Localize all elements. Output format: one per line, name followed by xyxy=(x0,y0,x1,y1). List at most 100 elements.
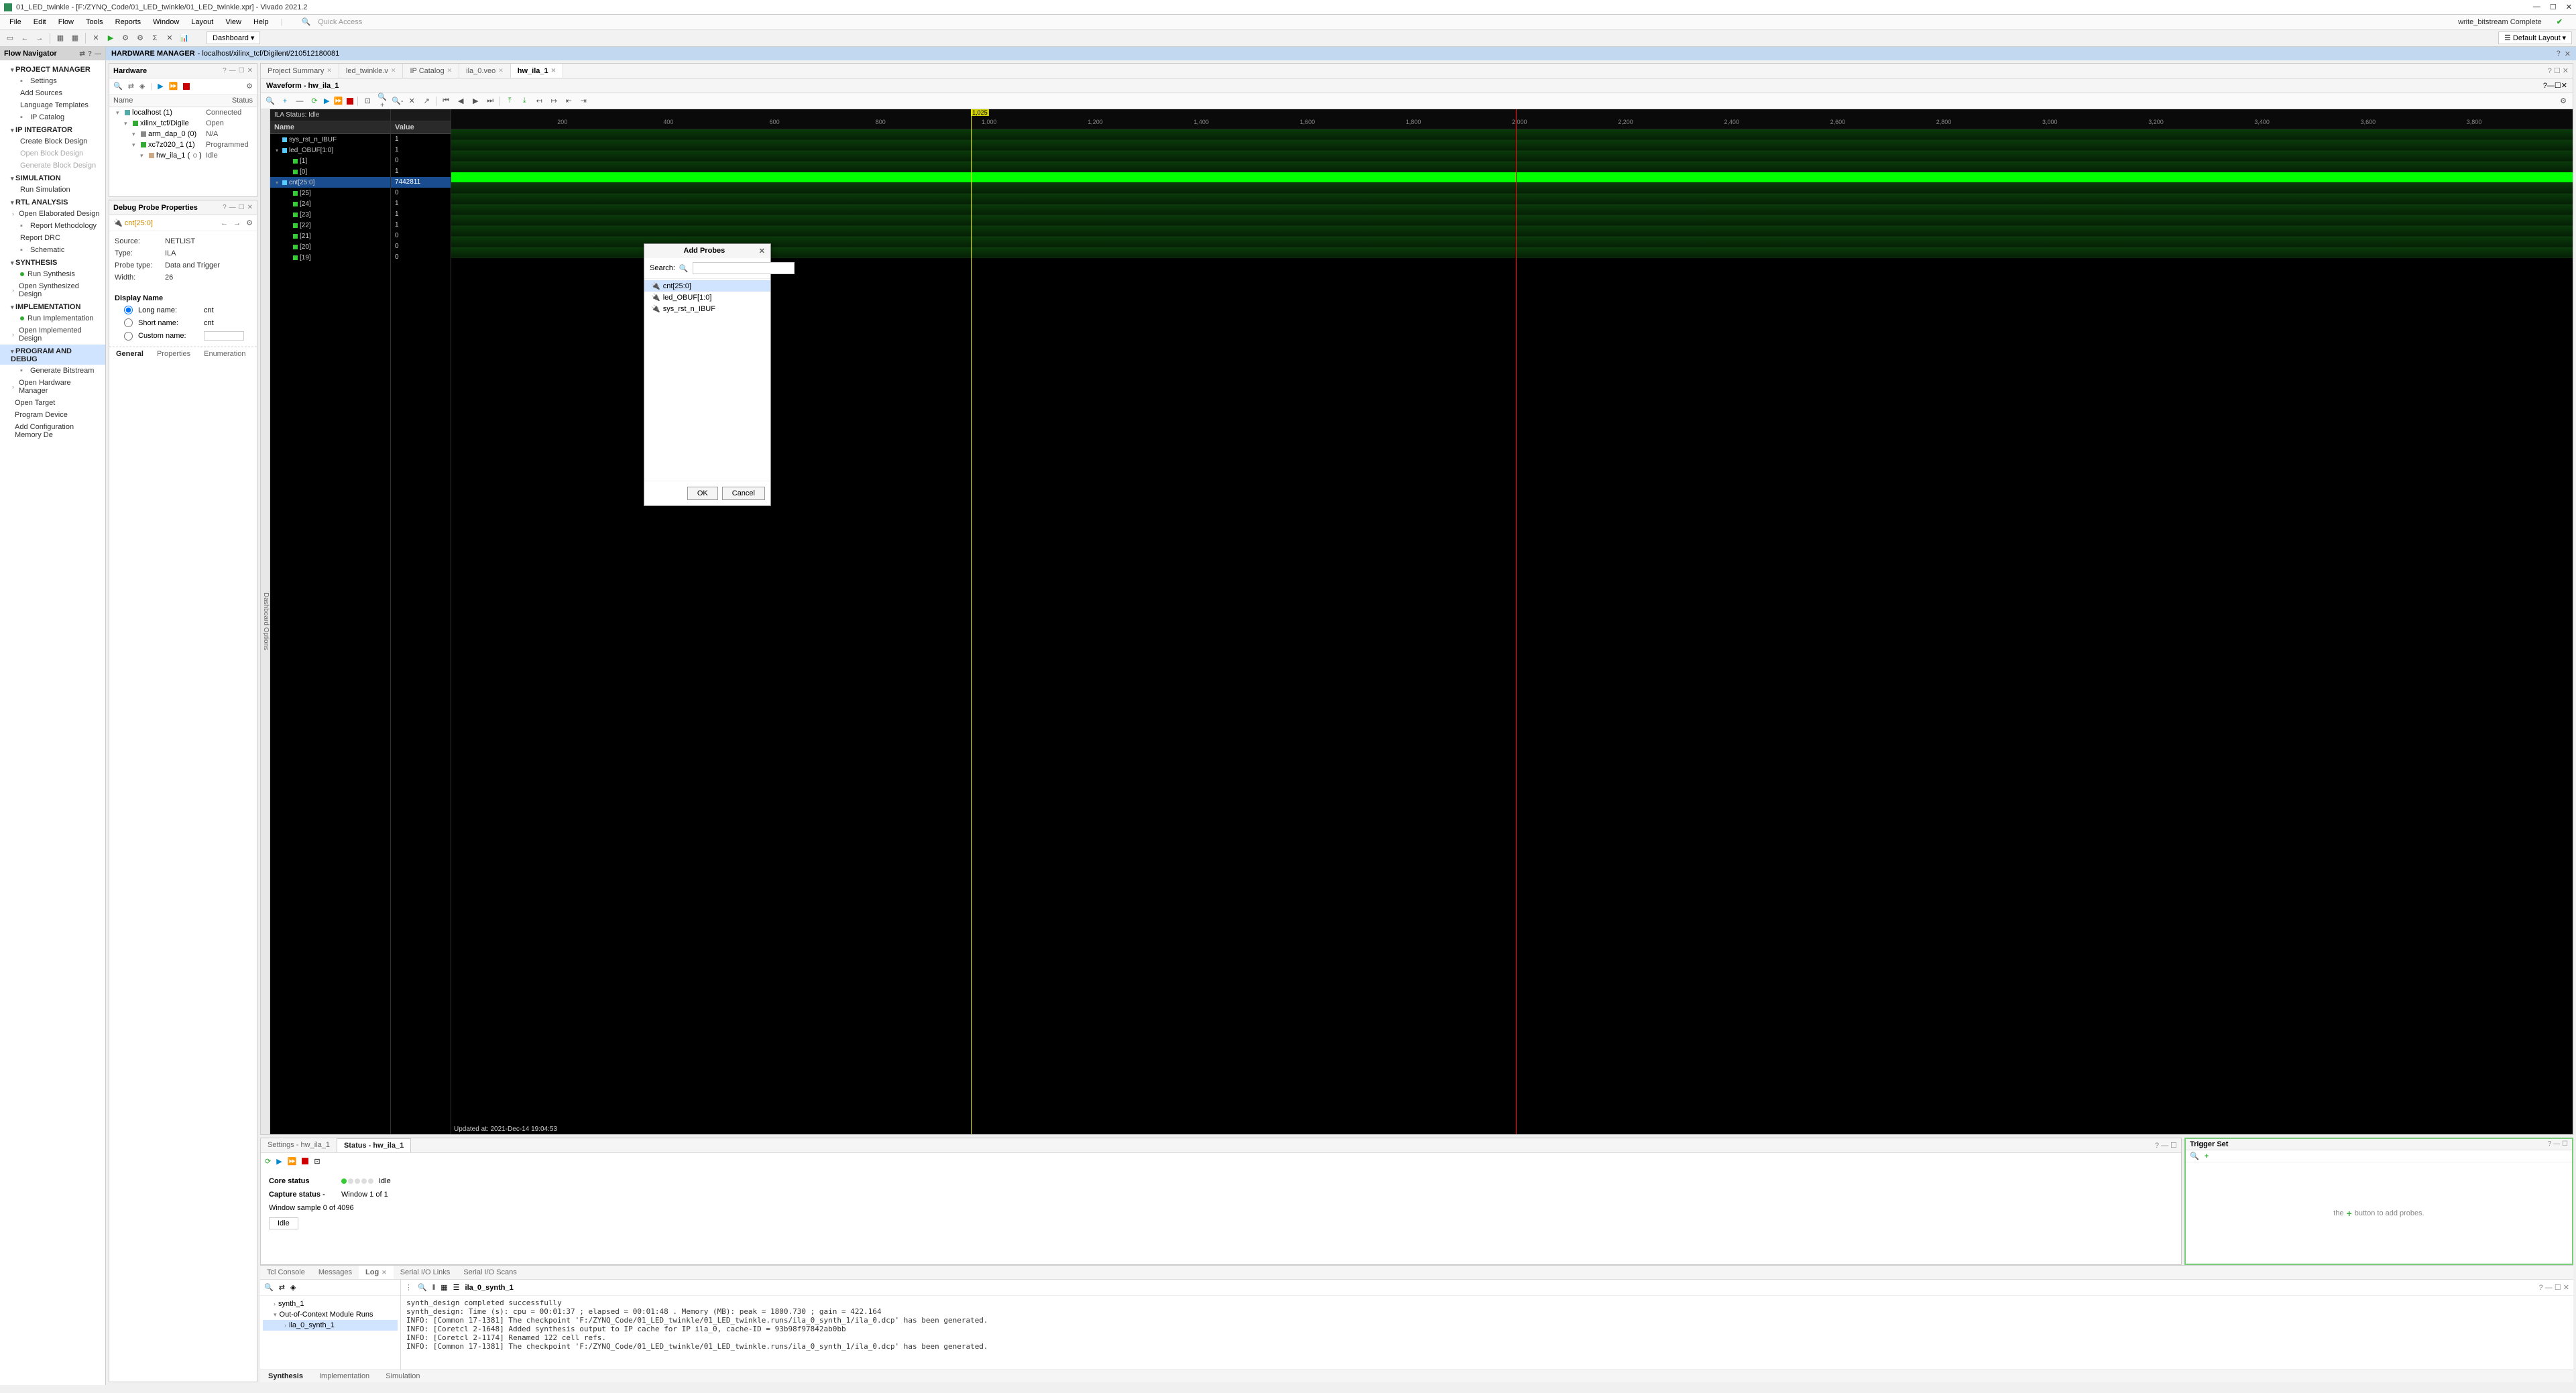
wave-zoom-out-icon[interactable]: 🔍- xyxy=(392,97,402,105)
waveform-signal-name[interactable]: [23] xyxy=(270,209,390,220)
display-name-radio[interactable]: Custom name: xyxy=(115,329,251,343)
flownav-section[interactable]: IP INTEGRATOR xyxy=(0,123,105,135)
flownav-item[interactable]: Add Sources xyxy=(0,87,105,99)
flownav-item[interactable]: Run Implementation xyxy=(0,312,105,324)
dialog-close-icon[interactable]: ✕ xyxy=(759,247,765,255)
probe-list-item[interactable]: 🔌 led_OBUF[1:0] xyxy=(644,292,770,303)
cancel-button[interactable]: ✕ xyxy=(164,32,176,44)
status-refresh-icon[interactable]: ⟳ xyxy=(265,1157,271,1166)
run-tree-item[interactable]: ▾ Out-of-Context Module Runs xyxy=(263,1309,398,1320)
flownav-close-icon[interactable]: — xyxy=(95,50,101,58)
layout-dropdown[interactable]: ☰ Default Layout▾ xyxy=(2498,32,2572,44)
maximize-button[interactable]: ☐ xyxy=(2550,3,2557,11)
display-name-radio[interactable]: Long name:cnt xyxy=(115,304,251,316)
flownav-section[interactable]: SIMULATION xyxy=(0,172,105,184)
menu-tools[interactable]: Tools xyxy=(80,17,109,27)
flownav-item[interactable]: ▪Schematic xyxy=(0,244,105,256)
menu-reports[interactable]: Reports xyxy=(110,17,147,27)
menu-layout[interactable]: Layout xyxy=(186,17,219,27)
flownav-item[interactable]: ›Open Elaborated Design xyxy=(0,208,105,220)
footer-synthesis[interactable]: Synthesis xyxy=(260,1370,311,1382)
wave-remove-icon[interactable]: — xyxy=(294,97,305,105)
hw-gear-icon[interactable]: ⚙ xyxy=(246,82,253,90)
dialog-ok-button[interactable]: OK xyxy=(687,487,718,500)
flownav-item[interactable]: Create Block Design xyxy=(0,135,105,147)
hw-play-all-button[interactable]: ⏩ xyxy=(169,82,178,90)
probe-gear-icon[interactable]: ⚙ xyxy=(246,219,253,227)
probe-back-icon[interactable]: ← xyxy=(221,219,228,227)
paste-button[interactable]: ▦ xyxy=(69,32,81,44)
wave-add-icon[interactable]: + xyxy=(280,97,290,105)
hardware-tree-item[interactable]: ▾hw_ila_1 ()Idle xyxy=(109,150,257,161)
waveform-signal-name[interactable]: [21] xyxy=(270,231,390,241)
wave-refresh-icon[interactable]: ⟳ xyxy=(309,97,320,105)
waveform-signal-name[interactable]: [20] xyxy=(270,241,390,252)
wave-zoom-in-icon[interactable]: 🔍+ xyxy=(377,93,388,109)
wave-prev-icon[interactable]: ◀ xyxy=(455,97,466,105)
menu-view[interactable]: View xyxy=(220,17,247,27)
flownav-item[interactable]: Run Simulation xyxy=(0,184,105,196)
menu-flow[interactable]: Flow xyxy=(53,17,79,27)
flownav-section[interactable]: PROGRAM AND DEBUG xyxy=(0,345,105,365)
flownav-item[interactable]: Add Configuration Memory De xyxy=(0,421,105,441)
menu-help[interactable]: Help xyxy=(248,17,274,27)
flownav-section[interactable]: RTL ANALYSIS xyxy=(0,196,105,208)
status-play-icon[interactable]: ▶ xyxy=(276,1157,282,1166)
status-ff-icon[interactable]: ⏩ xyxy=(288,1157,297,1166)
hardware-tree-item[interactable]: ▾arm_dap_0 (0)N/A xyxy=(109,129,257,139)
wave-cursor-icon[interactable]: ↗ xyxy=(421,97,432,105)
props-tab-general[interactable]: General xyxy=(109,347,150,361)
log-output[interactable]: synth_design completed successfully synt… xyxy=(401,1296,2573,1370)
hw-close-icon[interactable]: ✕ xyxy=(247,67,253,74)
waveform-signal-name[interactable]: [19] xyxy=(270,252,390,263)
dialog-cancel-button[interactable]: Cancel xyxy=(722,487,765,500)
tool-button[interactable]: ⚙ xyxy=(119,32,131,44)
hw-help-icon[interactable]: ? xyxy=(223,67,227,74)
wave-gear-icon[interactable]: ⚙ xyxy=(2558,97,2569,105)
hw-filter-icon[interactable]: ⇄ xyxy=(128,82,134,90)
waveform-signal-name[interactable]: sys_rst_n_IBUF xyxy=(270,134,390,145)
dashboard-options-tab[interactable]: Dashboard Options xyxy=(261,109,270,1134)
flownav-section[interactable]: SYNTHESIS xyxy=(0,256,105,268)
status-stop-icon[interactable] xyxy=(302,1158,308,1164)
hwmgr-close-icon[interactable]: ✕ xyxy=(2565,50,2571,58)
flownav-item[interactable]: ›Open Implemented Design xyxy=(0,324,105,345)
waveform-signal-name[interactable]: [25] xyxy=(270,188,390,198)
hw-search-icon[interactable]: 🔍 xyxy=(113,82,123,90)
flownav-item[interactable]: Language Templates xyxy=(0,99,105,111)
flownav-item[interactable]: ›Open Synthesized Design xyxy=(0,280,105,300)
hardware-tree-item[interactable]: ▾xilinx_tcf/DigileOpen xyxy=(109,118,257,129)
settings-button[interactable]: ⚙ xyxy=(134,32,146,44)
wave-play-icon[interactable]: ▶ xyxy=(324,97,329,105)
waveform-signal-name[interactable]: ▾led_OBUF[1:0] xyxy=(270,145,390,156)
sigma-button[interactable]: Σ xyxy=(149,32,161,44)
flownav-item[interactable]: Program Device xyxy=(0,409,105,421)
flownav-item[interactable]: Open Target xyxy=(0,397,105,409)
display-name-radio[interactable]: Short name:cnt xyxy=(115,316,251,329)
hardware-tree-item[interactable]: ▾xc7z020_1 (1)Programmed xyxy=(109,139,257,150)
waveform-signal-name[interactable]: ▾cnt[25:0] xyxy=(270,177,390,188)
waveform-signal-name[interactable]: [1] xyxy=(270,156,390,166)
quick-access[interactable]: 🔍 Quick Access xyxy=(296,16,373,27)
copy-button[interactable]: ▦ xyxy=(54,32,66,44)
wave-last-icon[interactable]: ⏭ xyxy=(485,97,495,105)
hwmgr-help-icon[interactable]: ? xyxy=(2557,50,2561,58)
flownav-item[interactable]: ▪Generate Bitstream xyxy=(0,365,105,377)
dialog-search-input[interactable] xyxy=(693,262,795,274)
run-tree-item[interactable]: › synth_1 xyxy=(263,1298,398,1309)
flownav-section[interactable]: IMPLEMENTATION xyxy=(0,300,105,312)
hardware-tree-item[interactable]: ▾localhost (1)Connected xyxy=(109,107,257,118)
forward-button[interactable]: → xyxy=(34,32,46,44)
run-button[interactable]: ▶ xyxy=(105,32,117,44)
footer-implementation[interactable]: Implementation xyxy=(311,1370,377,1382)
undo-button[interactable]: ✕ xyxy=(90,32,102,44)
bottom-tab[interactable]: Tcl Console xyxy=(260,1266,312,1279)
dashboard-dropdown[interactable]: Dashboard ▾ xyxy=(207,32,260,44)
wave-next-icon[interactable]: ▶ xyxy=(470,97,481,105)
waveform-signal-name[interactable]: [22] xyxy=(270,220,390,231)
new-button[interactable]: ▭ xyxy=(4,32,16,44)
hw-stop-button[interactable] xyxy=(183,83,190,90)
menu-edit[interactable]: Edit xyxy=(28,17,52,27)
flownav-item[interactable]: ▪IP Catalog xyxy=(0,111,105,123)
flownav-collapse-icon[interactable]: ⇄ xyxy=(80,50,85,58)
